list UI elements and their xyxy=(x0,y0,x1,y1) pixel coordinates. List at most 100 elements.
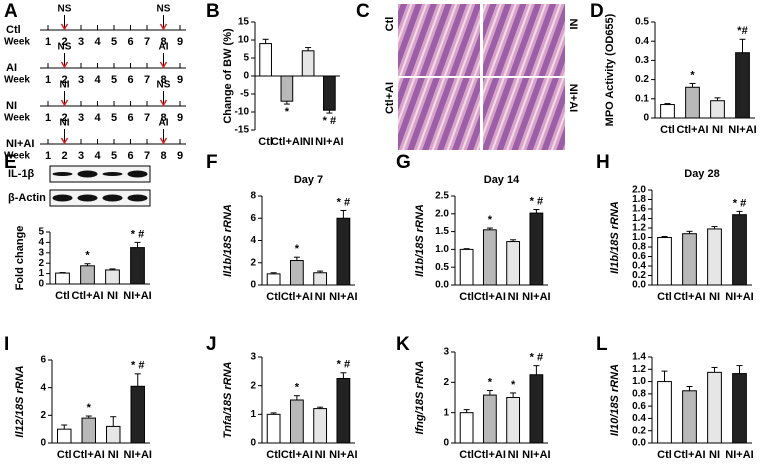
x-tick-label: NI+AI xyxy=(329,291,357,303)
y-tick-label: 3 xyxy=(38,247,44,258)
bar xyxy=(289,399,304,444)
panel-label: D xyxy=(590,1,604,22)
week-number: 6 xyxy=(127,112,133,124)
week-number: 1 xyxy=(45,36,51,48)
y-tick-label: 0.2 xyxy=(635,74,649,85)
y-tick-label: 15 xyxy=(238,17,250,28)
significance: * xyxy=(488,376,493,388)
bar xyxy=(80,265,95,285)
y-tick-label: 0.0 xyxy=(632,280,646,291)
bar xyxy=(313,272,328,286)
y-tick-label: 0.0 xyxy=(435,280,449,291)
significance: * # xyxy=(337,359,350,371)
micrograph xyxy=(483,78,565,150)
panel-label: F xyxy=(206,152,218,173)
bar xyxy=(266,413,281,444)
y-tick-label: 1.5 xyxy=(435,226,449,237)
bar xyxy=(732,214,747,286)
bar xyxy=(289,260,304,286)
x-tick-label: Ctl+AI xyxy=(676,124,708,136)
significance: * # xyxy=(323,115,336,127)
group-label: NI xyxy=(6,100,17,112)
y-tick-label: 2 xyxy=(250,257,256,268)
blot-band xyxy=(77,194,98,202)
panel-label: A xyxy=(4,1,18,22)
bar xyxy=(130,247,145,285)
bar xyxy=(301,50,315,77)
week-number: 7 xyxy=(144,150,150,162)
group-label: NI+AI xyxy=(6,138,34,150)
y-tick-label: 1.2 xyxy=(632,364,646,375)
y-tick-label: 0.2 xyxy=(632,270,646,281)
x-tick-label: NI xyxy=(712,124,723,136)
micrograph-label: NI+AI xyxy=(567,84,579,112)
x-tick-label: Ctl+AI xyxy=(73,449,105,461)
week-number: 5 xyxy=(111,36,117,48)
panel-label: K xyxy=(396,334,410,355)
micrograph-label: NI xyxy=(567,19,579,30)
y-tick-label: 0.5 xyxy=(635,17,649,28)
x-tick-label: NI xyxy=(303,136,314,148)
week-label: Week xyxy=(4,75,30,86)
x-tick-label: Ctl xyxy=(657,449,672,461)
y-tick-label: 2 xyxy=(38,258,44,269)
y-axis-title: Tnfa/18S rRNA xyxy=(222,361,234,438)
y-tick-label: 0 xyxy=(40,438,46,449)
blot-band xyxy=(102,194,123,202)
x-tick-label: NI+AI xyxy=(124,449,152,461)
y-axis-title: Il1b/18S rRNA xyxy=(414,204,426,277)
chart-title: Day 7 xyxy=(294,174,323,186)
week-number: 3 xyxy=(78,74,84,86)
y-tick-label: 0.6 xyxy=(632,251,646,262)
y-tick-label: 10 xyxy=(238,35,250,46)
blot-strip xyxy=(49,189,151,207)
x-tick-label: NI+AI xyxy=(329,449,357,461)
x-tick-label: Ctl xyxy=(459,449,474,461)
y-tick-label: 0.5 xyxy=(435,262,449,273)
significance: * # xyxy=(530,195,543,207)
y-tick-label: 0 xyxy=(243,71,249,82)
week-number: 5 xyxy=(111,74,117,86)
bar xyxy=(710,100,725,119)
x-tick-label: NI xyxy=(108,449,119,461)
x-tick-label: NI xyxy=(107,290,118,302)
bar xyxy=(105,269,120,285)
panel-label: I xyxy=(4,334,9,355)
y-tick-label: 0.3 xyxy=(635,55,649,66)
y-tick-label: 0 xyxy=(443,438,449,449)
arrow-head xyxy=(159,137,168,145)
significance: * xyxy=(511,379,516,391)
y-tick-label: 1.0 xyxy=(632,376,646,387)
week-number: 5 xyxy=(111,112,117,124)
arrow-head xyxy=(159,23,168,31)
y-axis-title: Il1b/18S rRNA xyxy=(222,204,234,277)
y-axis-title: Ifng/18S rRNA xyxy=(414,360,426,434)
bar xyxy=(482,394,497,444)
event-label: AI xyxy=(159,118,169,129)
bar xyxy=(529,374,544,444)
x-tick-label: NI+AI xyxy=(315,136,343,148)
week-number: 6 xyxy=(127,74,133,86)
significance: *# xyxy=(737,25,747,37)
y-tick-label: 3 xyxy=(443,347,449,358)
x-tick-label: Ctl xyxy=(266,291,281,303)
week-number: 4 xyxy=(94,150,101,162)
significance: * # xyxy=(337,196,350,208)
y-tick-label: -5 xyxy=(240,89,249,100)
x-tick-label: Ctl xyxy=(57,449,72,461)
bar xyxy=(732,373,747,444)
y-axis-title: Change of BW (%) xyxy=(222,28,234,124)
week-number: 9 xyxy=(177,150,183,162)
group-label: AI xyxy=(6,62,17,74)
chart-title: Day 28 xyxy=(684,168,719,180)
blot-band xyxy=(77,170,98,178)
x-tick-label: Ctl+AI xyxy=(673,291,705,303)
significance: * xyxy=(85,250,90,262)
bar xyxy=(81,417,96,444)
week-number: 2 xyxy=(61,74,67,86)
week-number: 7 xyxy=(144,74,150,86)
y-tick-label: 0.0 xyxy=(632,438,646,449)
x-tick-label: Ctl+AI xyxy=(474,449,506,461)
arrow-head xyxy=(60,23,69,31)
